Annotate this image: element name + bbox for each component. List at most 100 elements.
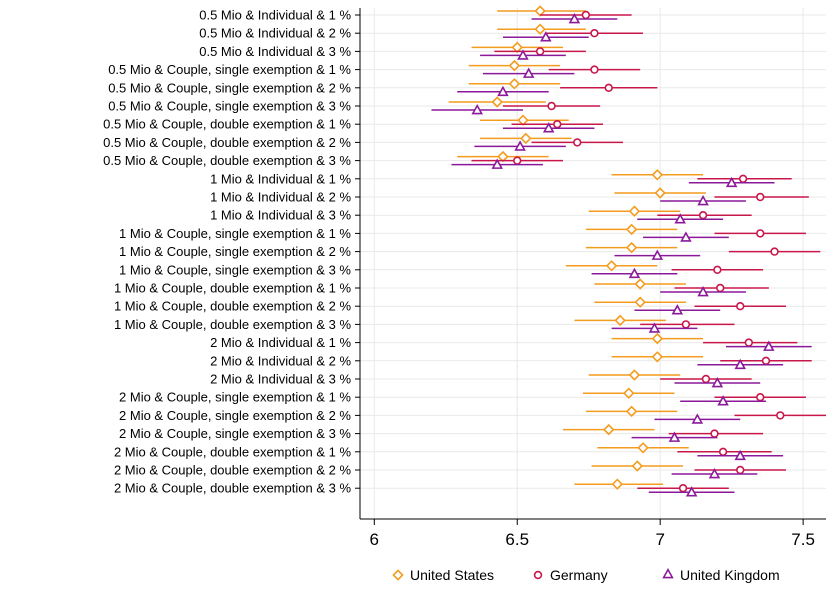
y-tick-label: 0.5 Mio & Couple, double exemption & 1 % [103,117,351,132]
x-tick-label: 6 [370,530,379,549]
y-tick-label: 2 Mio & Couple, double exemption & 1 % [114,444,351,459]
point-estimate [691,413,704,424]
point-estimate [628,369,641,381]
y-tick-label: 0.5 Mio & Individual & 3 % [199,44,351,59]
grid-lines [360,8,826,519]
point-estimate [678,484,688,493]
point-estimate [637,442,649,454]
point-estimate [744,338,754,347]
point-estimate [756,192,765,202]
y-tick-label: 2 Mio & Couple, single exemption & 3 % [119,426,351,441]
triangle-marker-icon [662,567,674,579]
point-estimate [581,10,591,20]
point-estimate [497,85,509,97]
legend-label: Germany [550,567,608,583]
legend: United States Germany United Kingdom [392,567,780,583]
x-tick-labels: 6 6.5 7 7.5 [370,530,815,549]
point-estimate [701,374,711,384]
point-estimate [514,140,526,151]
y-tick-label: 0.5 Mio & Couple, single exemption & 2 % [108,80,351,95]
legend-label: United States [410,567,494,583]
point-estimate [651,351,664,363]
point-estimate [535,47,545,56]
y-tick-label: 1 Mio & Couple, single exemption & 1 % [119,226,351,241]
point-estimate [651,332,664,345]
point-estimate [517,49,529,60]
y-tick-label: 1 Mio & Couple, single exemption & 2 % [119,244,351,259]
point-estimate [625,405,638,418]
y-tick-labels: 0.5 Mio & Individual & 1 % 0.5 Mio & Indi… [103,8,351,496]
y-tick-label: 2 Mio & Individual & 1 % [210,335,351,350]
point-estimate [590,65,599,74]
series-united-kingdom [431,12,812,497]
legend-label: United Kingdom [680,567,780,583]
point-estimate [631,460,644,472]
point-estimate [718,447,728,456]
y-tick-label: 1 Mio & Individual & 3 % [210,208,351,223]
point-estimate [713,265,722,274]
y-tick-label: 1 Mio & Couple, single exemption & 3 % [119,262,351,277]
point-estimate [763,340,775,351]
point-estimate [614,314,626,327]
point-estimate [725,176,738,188]
point-estimate [685,486,698,497]
y-tick-label: 2 Mio & Couple, double exemption & 3 % [114,481,351,496]
y-tick-label: 1 Mio & Individual & 1 % [210,171,351,186]
y-tick-label: 0.5 Mio & Couple, single exemption & 3 % [108,99,351,114]
point-estimate [508,59,521,72]
point-estimate [628,267,641,279]
y-tick-label: 2 Mio & Couple, double exemption & 2 % [114,463,351,478]
point-estimate [651,169,664,181]
point-estimate [710,429,719,438]
y-tick-label: 0.5 Mio & Couple, double exemption & 3 % [103,153,351,168]
point-estimate [651,249,664,260]
point-estimate [776,411,785,420]
series-united-states [448,5,706,490]
point-estimate [623,387,635,399]
point-estimate [734,449,746,461]
point-estimate [668,431,681,442]
point-estimate [698,211,708,220]
point-estimate [770,247,779,256]
point-estimate [625,223,638,236]
point-estimate [654,187,666,199]
point-estimate [681,320,691,329]
x-tick-label: 7.5 [791,530,815,549]
point-estimate [602,423,615,436]
point-estimate [711,376,724,388]
point-estimate [680,231,692,242]
x-tick-label: 7 [655,530,664,549]
y-tick-label: 1 Mio & Couple, double exemption & 2 % [114,299,351,314]
point-estimate [671,304,684,315]
point-estimate [553,119,562,129]
point-estimate [756,229,765,238]
y-tick-label: 1 Mio & Individual & 2 % [210,190,351,205]
point-estimate [736,302,745,311]
point-estimate [590,29,599,38]
point-estimate [736,465,745,475]
point-estimate [471,103,483,115]
point-estimate [628,205,641,217]
point-estimate [573,138,582,147]
y-tick-label: 0.5 Mio & Couple, double exemption & 2 % [103,135,351,150]
point-estimate [491,96,503,108]
y-tick-label: 2 Mio & Individual & 3 % [210,372,351,387]
point-estimate [708,467,721,479]
point-estimate [611,478,624,490]
series-germany [471,10,826,493]
diamond-marker-icon [392,569,404,581]
point-estimate [697,194,709,206]
point-estimate [604,83,613,93]
y-tick-label: 2 Mio & Couple, single exemption & 1 % [119,390,351,405]
data-series [431,5,826,497]
point-estimate [534,5,546,17]
point-estimate [717,395,729,406]
y-tick-label: 2 Mio & Couple, single exemption & 2 % [119,408,351,423]
point-estimate [697,285,709,297]
point-estimate [734,358,746,370]
y-tick-label: 0.5 Mio & Individual & 1 % [199,8,351,23]
point-estimate [625,241,638,254]
circle-marker-icon [533,570,543,580]
point-estimate [540,31,552,42]
